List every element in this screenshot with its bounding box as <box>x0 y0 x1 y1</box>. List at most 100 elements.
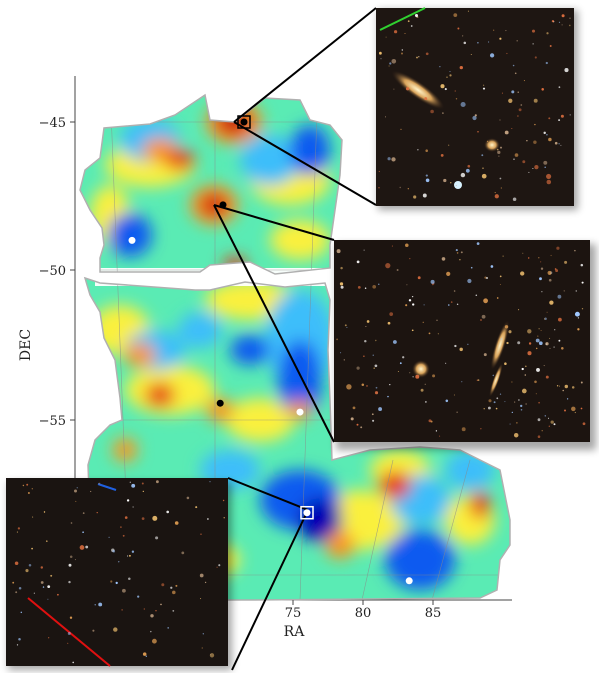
star-point <box>394 30 398 34</box>
star-point <box>501 92 503 94</box>
star-point <box>504 401 506 403</box>
star-point <box>457 27 460 30</box>
star-point <box>365 326 367 327</box>
star-point <box>548 425 550 427</box>
star-point <box>461 381 463 383</box>
inset-image-top-right <box>376 7 578 210</box>
star-point <box>391 59 397 64</box>
heat-blob <box>145 383 175 407</box>
star-point <box>492 374 495 377</box>
star-point <box>387 395 389 398</box>
star-point <box>456 411 458 413</box>
peak-marker <box>216 399 224 407</box>
star-point <box>371 413 374 416</box>
blue-trail-line <box>97 483 117 491</box>
star-point <box>514 153 519 157</box>
star-point <box>534 123 536 126</box>
star-point <box>459 259 461 261</box>
star-point <box>47 598 49 600</box>
star-point <box>366 384 368 387</box>
star-point <box>556 246 560 250</box>
star-point <box>410 25 413 27</box>
star-point <box>509 423 511 425</box>
star-point <box>340 285 344 289</box>
star-point <box>522 252 524 254</box>
star-point <box>508 98 513 103</box>
star-point <box>561 347 564 350</box>
star-point <box>460 101 466 108</box>
star-point <box>574 411 576 414</box>
star-point <box>540 329 542 332</box>
star-point <box>126 499 130 502</box>
star-point <box>558 385 560 387</box>
star-point <box>385 262 391 269</box>
star-point <box>449 70 451 73</box>
star-point <box>424 383 426 385</box>
star-point <box>26 483 29 486</box>
star-point <box>459 347 463 352</box>
star-point <box>425 174 428 177</box>
star-point <box>489 53 495 58</box>
star-point <box>346 384 352 390</box>
star-point <box>150 614 154 618</box>
star-point <box>561 24 563 26</box>
edge-on-galaxy <box>391 70 445 110</box>
feature-box-marker <box>237 115 251 129</box>
star-point <box>499 393 502 395</box>
star-point <box>425 52 429 56</box>
heat-blob <box>385 530 455 590</box>
star-point <box>32 516 34 518</box>
star-point <box>553 346 555 348</box>
star-point <box>465 168 470 173</box>
heat-blob <box>290 125 330 175</box>
star-point <box>366 320 370 323</box>
star-point <box>512 197 517 202</box>
star-point <box>495 407 498 410</box>
star-point <box>454 90 456 92</box>
star-point <box>483 298 488 304</box>
star-point <box>12 581 15 584</box>
star-point <box>461 427 466 432</box>
star-point <box>455 184 457 186</box>
star-point <box>470 266 473 269</box>
star-point <box>363 355 365 358</box>
star-point <box>544 318 546 320</box>
star-point <box>518 399 520 401</box>
star-point <box>499 275 502 278</box>
star-point <box>477 379 480 381</box>
x-axis: 75 80 85 RA <box>284 600 441 640</box>
star-point <box>518 108 522 112</box>
x-tick-label: 80 <box>355 606 372 621</box>
star-point <box>14 561 19 566</box>
star-point <box>580 407 583 410</box>
star-point <box>496 297 499 299</box>
star-point <box>435 430 438 432</box>
star-point <box>415 374 420 379</box>
star-point <box>548 137 552 142</box>
star-point <box>561 14 565 18</box>
feature-box-marker <box>300 505 314 520</box>
star-point <box>127 555 129 557</box>
star-point <box>540 267 544 270</box>
star-point <box>450 301 453 303</box>
star-point <box>499 37 502 40</box>
void-marker <box>405 577 413 585</box>
star-point <box>131 483 136 488</box>
star-point <box>402 356 405 359</box>
star-point <box>472 115 477 121</box>
star-point <box>27 492 30 494</box>
star-point <box>160 603 162 606</box>
star-point <box>31 488 33 490</box>
star-point <box>72 661 74 664</box>
y-axis: −45 −50 −55 DEC <box>18 116 75 429</box>
star-point <box>98 482 101 485</box>
star-point <box>374 391 379 395</box>
star-point <box>577 328 580 331</box>
star-point <box>414 13 419 18</box>
void-marker <box>296 408 304 416</box>
star-point <box>562 389 564 392</box>
star-point <box>150 630 152 633</box>
star-point <box>533 140 537 144</box>
star-point <box>417 16 419 18</box>
star-point <box>376 392 378 394</box>
